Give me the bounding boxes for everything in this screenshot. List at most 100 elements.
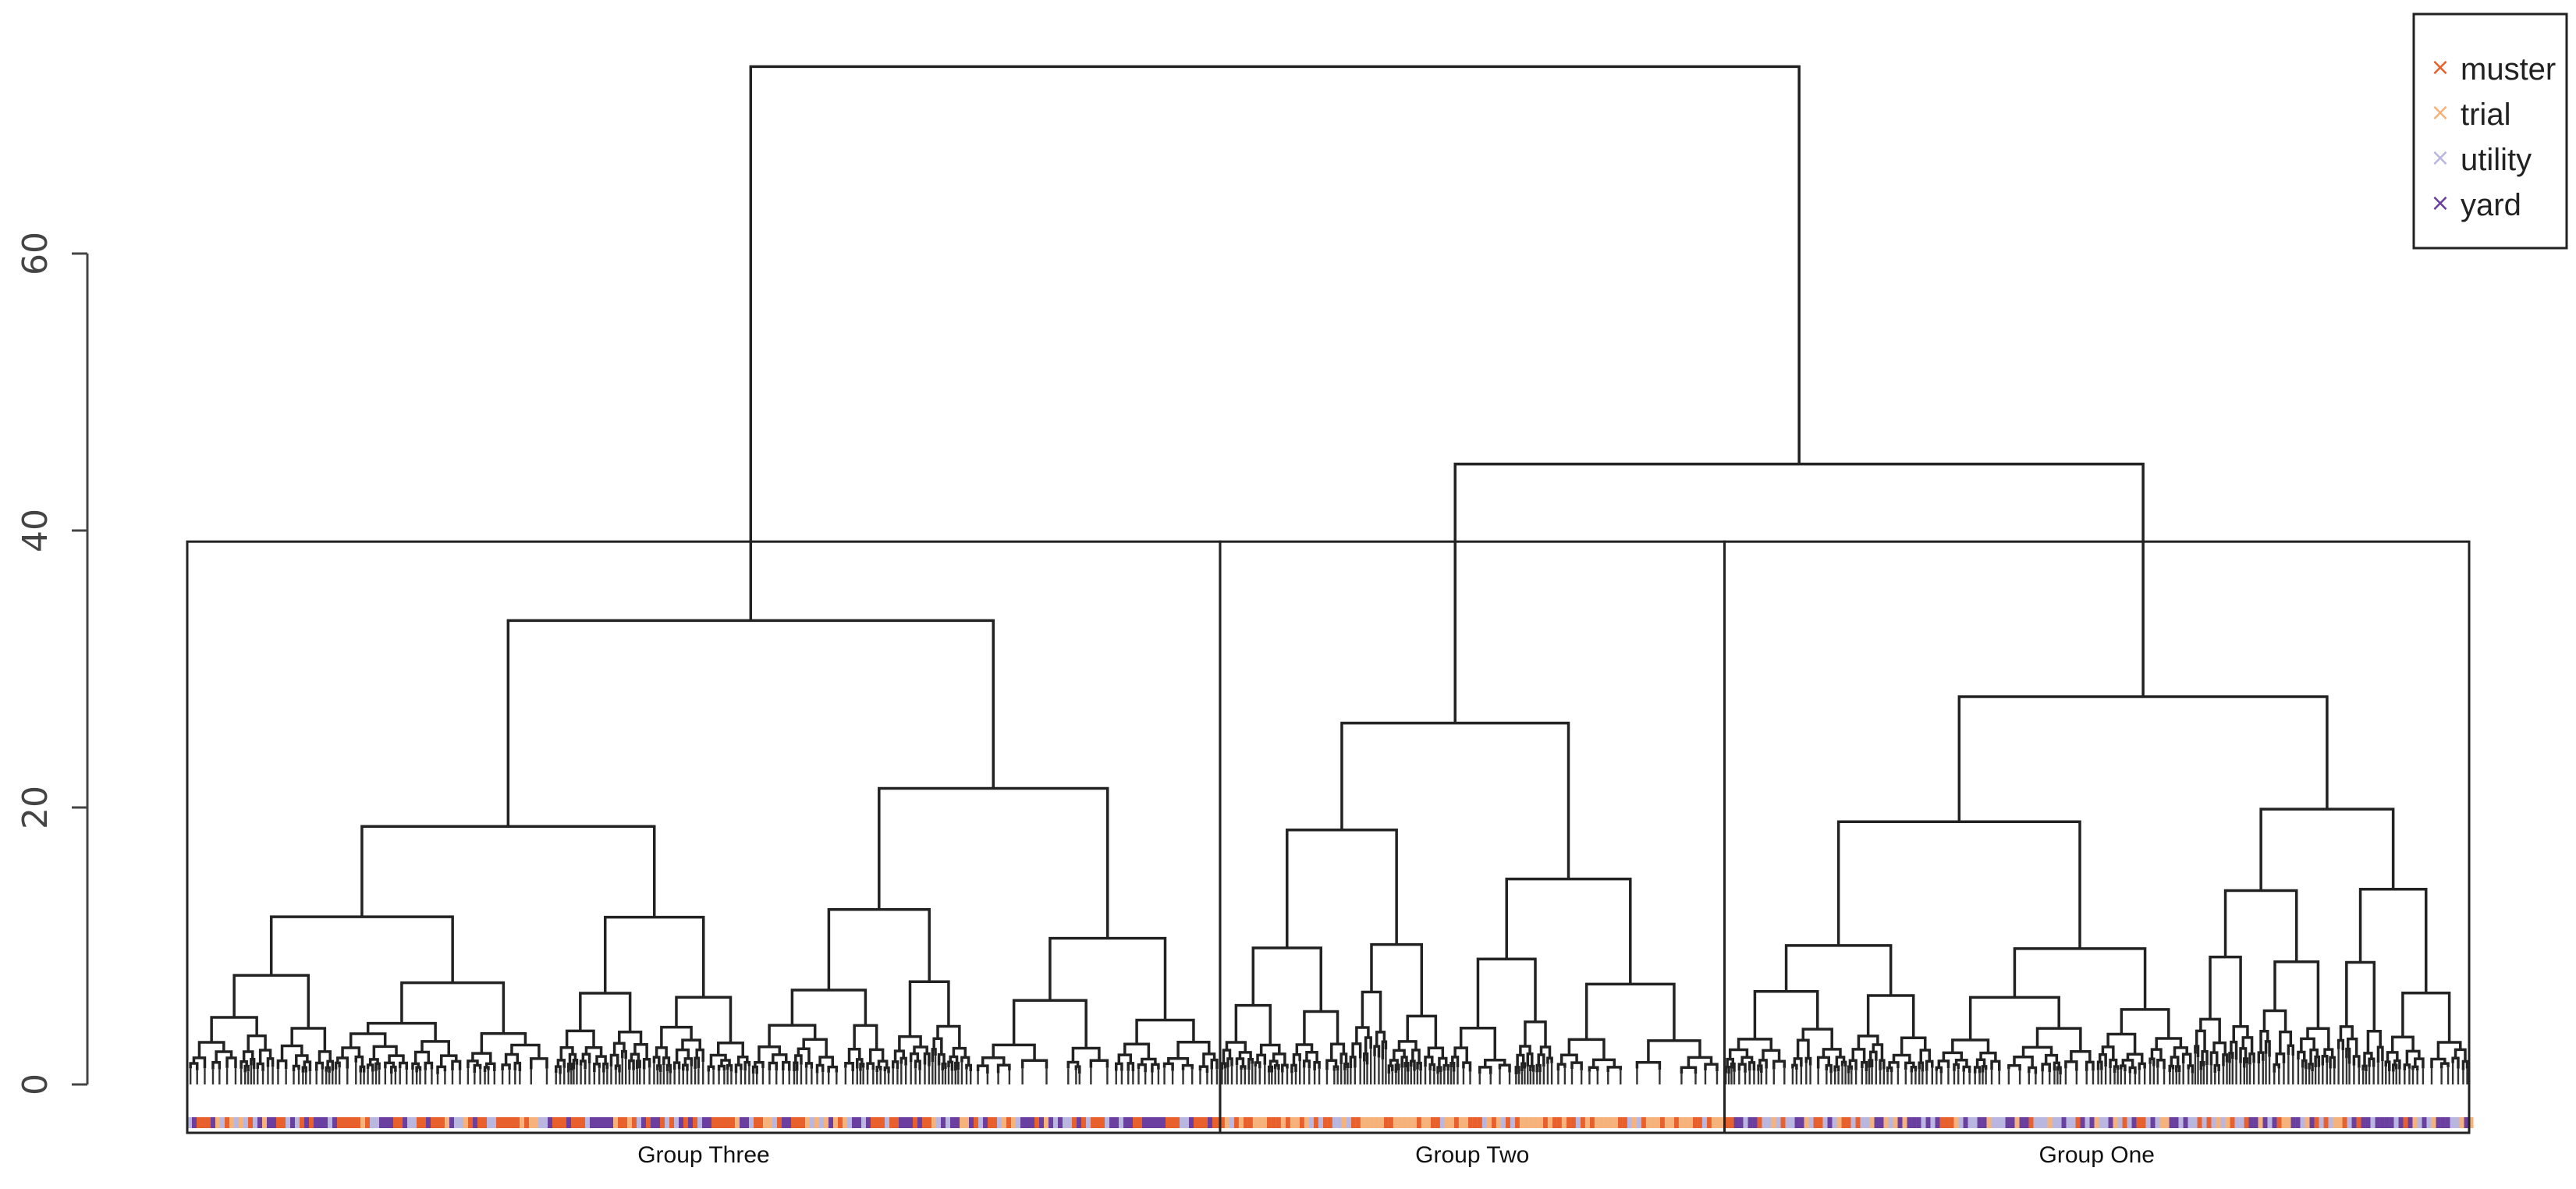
leaf-color-cell bbox=[2239, 1117, 2244, 1128]
dendrogram-link bbox=[1968, 996, 2060, 1041]
dendrogram-link bbox=[1904, 1061, 1915, 1070]
leaf-color-cell bbox=[2389, 1117, 2394, 1128]
leaf-color-cell bbox=[683, 1117, 688, 1128]
leaf-color-cell bbox=[1318, 1117, 1323, 1128]
leaf-color-cell bbox=[1180, 1117, 1184, 1128]
leaf-color-cell bbox=[674, 1117, 679, 1128]
leaf-color-cell bbox=[1123, 1117, 1128, 1128]
leaf-color-cell bbox=[1175, 1117, 1180, 1128]
dendrogram-link bbox=[1857, 1035, 1879, 1049]
y-tick-label: 60 bbox=[16, 232, 55, 275]
leaf-color-cell bbox=[454, 1117, 459, 1128]
dendrogram-link bbox=[630, 1052, 640, 1062]
leaf-color-cell bbox=[449, 1117, 454, 1128]
leaf-color-cell bbox=[1659, 1117, 1665, 1128]
dendrogram-link bbox=[1313, 1060, 1321, 1071]
legend-label: trial bbox=[2461, 98, 2510, 132]
leaf-color-cell bbox=[941, 1117, 946, 1128]
leaf-color-cell bbox=[1888, 1117, 1893, 1128]
leaf-color-cell bbox=[412, 1117, 417, 1128]
leaf-color-cell bbox=[969, 1117, 974, 1128]
dendrogram-link bbox=[1151, 1063, 1160, 1073]
dendrogram-link bbox=[211, 1061, 222, 1070]
dendrogram-link bbox=[1340, 721, 1570, 879]
leaf-color-cell bbox=[2426, 1117, 2432, 1128]
leaf-color-cell bbox=[2080, 1117, 2085, 1128]
leaf-color-cell bbox=[1332, 1117, 1337, 1128]
leaf-color-cell bbox=[1011, 1117, 1016, 1128]
leaf-color-cell bbox=[1224, 1117, 1229, 1128]
leaf-color-cell bbox=[2136, 1117, 2141, 1128]
leaf-color-cell bbox=[782, 1117, 786, 1128]
leaf-color-cell bbox=[1407, 1117, 1412, 1128]
leaf-color-cell bbox=[1916, 1117, 1921, 1128]
leaf-color-cell bbox=[2276, 1117, 2282, 1128]
leaf-color-cell bbox=[707, 1117, 711, 1128]
dendrogram-link bbox=[266, 1057, 275, 1067]
dendrogram-link bbox=[1220, 1062, 1227, 1070]
dendrogram-link bbox=[2361, 1064, 2368, 1072]
dendrogram-link bbox=[1879, 1059, 1886, 1070]
leaf-color-cell bbox=[271, 1117, 276, 1128]
dendrogram-link bbox=[2392, 1063, 2398, 1072]
dendrogram-link bbox=[2241, 1036, 2254, 1054]
leaf-color-cell bbox=[697, 1117, 702, 1128]
dendrogram-link bbox=[1427, 1046, 1445, 1059]
group-box bbox=[1723, 540, 2471, 1134]
leaf-color-cell bbox=[206, 1117, 211, 1128]
leaf-color-cell bbox=[871, 1117, 875, 1128]
leaf-color-cell bbox=[922, 1117, 927, 1128]
leaf-color-cell bbox=[1949, 1117, 1954, 1128]
dendrogram-link bbox=[1292, 1053, 1301, 1066]
leaf-color-cell bbox=[220, 1117, 225, 1128]
dendrogram-link bbox=[2209, 955, 2242, 1027]
dendrogram-link bbox=[1840, 1060, 1847, 1067]
leaf-color-cell bbox=[562, 1117, 566, 1128]
leaf-color-cell bbox=[1683, 1117, 1688, 1128]
leaf-color-cell bbox=[880, 1117, 885, 1128]
leaf-color-cell bbox=[468, 1117, 473, 1128]
leaf-color-cell bbox=[398, 1117, 403, 1128]
dendrogram-link bbox=[908, 980, 950, 1037]
leaf-color-cell bbox=[740, 1117, 744, 1128]
leaf-color-cell bbox=[974, 1117, 978, 1128]
leaf-color-cell bbox=[637, 1117, 641, 1128]
dendrogram-link bbox=[2363, 1052, 2373, 1067]
dendrogram-link bbox=[878, 786, 1109, 939]
dendrogram-link bbox=[2028, 1066, 2038, 1074]
legend-marker: × bbox=[2430, 54, 2450, 81]
leaf-color-cell bbox=[2197, 1117, 2202, 1128]
dendrogram-link bbox=[384, 1061, 396, 1069]
leaf-color-cell bbox=[1738, 1117, 1744, 1128]
leaf-color-cell bbox=[2145, 1117, 2151, 1128]
leaf-color-cell bbox=[337, 1117, 342, 1128]
leaf-color-cell bbox=[1491, 1117, 1496, 1128]
leaf-color-cell bbox=[300, 1117, 304, 1128]
leaf-color-cell bbox=[1584, 1117, 1590, 1128]
leaf-color-cell bbox=[1137, 1117, 1142, 1128]
leaf-color-cell bbox=[1794, 1117, 1800, 1128]
dendrogram-link bbox=[2232, 1025, 2249, 1042]
leaf-color-cell bbox=[332, 1117, 337, 1128]
leaf-color-cell bbox=[529, 1117, 534, 1128]
leaf-color-cell bbox=[2440, 1117, 2446, 1128]
dendrogram-link bbox=[868, 1048, 885, 1064]
leaf-color-cell bbox=[721, 1117, 726, 1128]
leaf-color-cell bbox=[819, 1117, 824, 1128]
leaf-color-cell bbox=[2094, 1117, 2099, 1128]
leaf-color-cell bbox=[1109, 1117, 1114, 1128]
dendrogram-link bbox=[1784, 944, 1893, 996]
leaf-color-cell bbox=[1453, 1117, 1459, 1128]
leaf-color-cell bbox=[2290, 1117, 2296, 1128]
leaf-color-cell bbox=[1114, 1117, 1119, 1128]
leaf-color-cell bbox=[1580, 1117, 1585, 1128]
leaf-color-cell bbox=[445, 1117, 449, 1128]
leaf-color-cell bbox=[1538, 1117, 1543, 1128]
dendrogram-link bbox=[1364, 1036, 1372, 1054]
dendrogram-link bbox=[941, 1062, 947, 1071]
dendrogram-link bbox=[797, 1047, 811, 1063]
dendrogram-link bbox=[2390, 1035, 2415, 1052]
dendrogram-link bbox=[2098, 1053, 2107, 1067]
leaf-color-cell bbox=[2375, 1117, 2380, 1128]
leaf-color-cell bbox=[992, 1117, 997, 1128]
